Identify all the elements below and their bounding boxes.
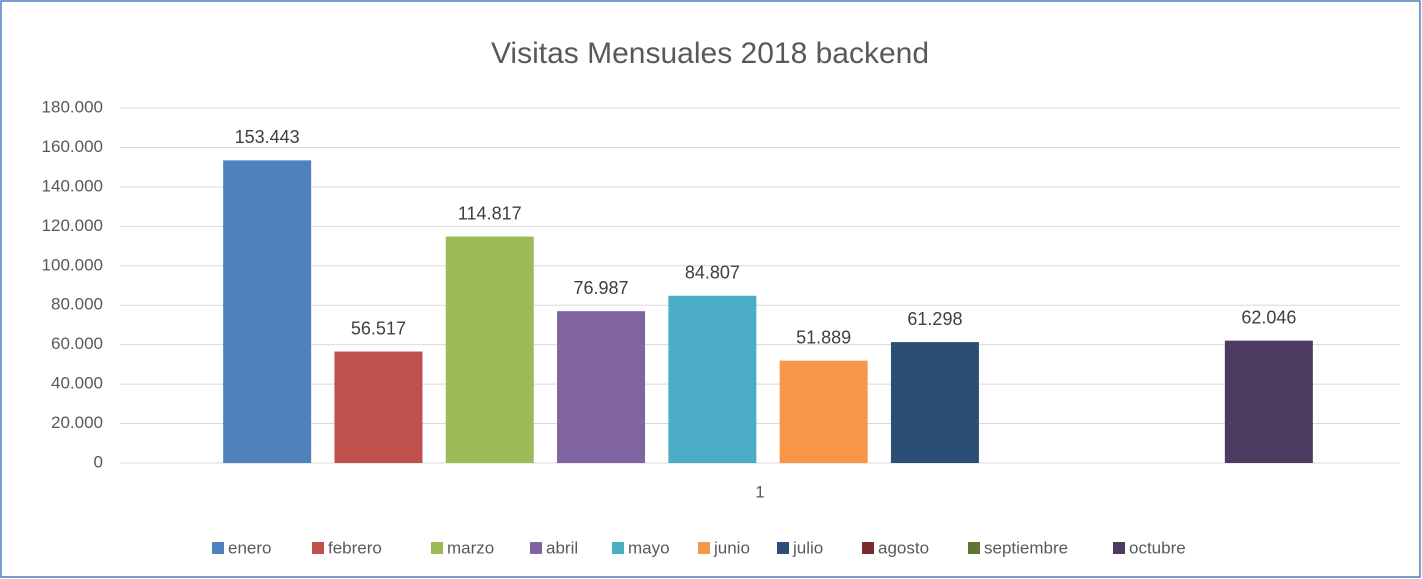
legend-label: agosto xyxy=(878,538,929,557)
y-tick-label: 160.000 xyxy=(42,137,103,156)
value-label: 84.807 xyxy=(685,262,740,282)
legend-label: septiembre xyxy=(984,538,1068,557)
y-tick-label: 120.000 xyxy=(42,216,103,235)
y-tick-label: 60.000 xyxy=(51,334,103,353)
legend-label: febrero xyxy=(328,538,382,557)
y-tick-label: 100.000 xyxy=(42,255,103,274)
legend-swatch xyxy=(968,542,980,554)
value-label: 61.298 xyxy=(907,309,962,329)
y-tick-label: 40.000 xyxy=(51,374,103,393)
bar xyxy=(334,351,423,463)
y-tick-label: 20.000 xyxy=(51,413,103,432)
legend-swatch xyxy=(612,542,624,554)
bar xyxy=(557,311,646,463)
value-label: 62.046 xyxy=(1241,307,1296,327)
legend-swatch xyxy=(698,542,710,554)
y-tick-label: 180.000 xyxy=(42,97,103,116)
bar xyxy=(445,236,534,463)
value-label: 51.889 xyxy=(796,327,851,347)
legend-label: marzo xyxy=(447,538,494,557)
y-tick-label: 0 xyxy=(94,452,103,471)
x-tick-label: 1 xyxy=(755,482,764,501)
legend-label: abril xyxy=(546,538,578,557)
bar xyxy=(1224,340,1313,463)
legend-label: mayo xyxy=(628,538,670,557)
value-label: 153.443 xyxy=(235,127,300,147)
bar xyxy=(668,295,757,463)
legend-label: enero xyxy=(228,538,271,557)
legend-swatch xyxy=(312,542,324,554)
bar xyxy=(779,360,868,463)
legend-swatch xyxy=(1113,542,1125,554)
bar xyxy=(223,160,312,463)
legend-label: julio xyxy=(792,538,823,557)
legend-swatch xyxy=(777,542,789,554)
bar xyxy=(890,342,979,463)
legend-swatch xyxy=(530,542,542,554)
legend-swatch xyxy=(431,542,443,554)
y-tick-label: 80.000 xyxy=(51,295,103,314)
chart-title: Visitas Mensuales 2018 backend xyxy=(491,37,929,70)
value-label: 56.517 xyxy=(351,318,406,338)
legend-swatch xyxy=(862,542,874,554)
legend-swatch xyxy=(212,542,224,554)
legend-label: junio xyxy=(713,538,750,557)
value-label: 114.817 xyxy=(458,203,522,223)
value-label: 76.987 xyxy=(574,278,629,298)
legend-label: octubre xyxy=(1129,538,1186,557)
y-tick-label: 140.000 xyxy=(42,176,103,195)
